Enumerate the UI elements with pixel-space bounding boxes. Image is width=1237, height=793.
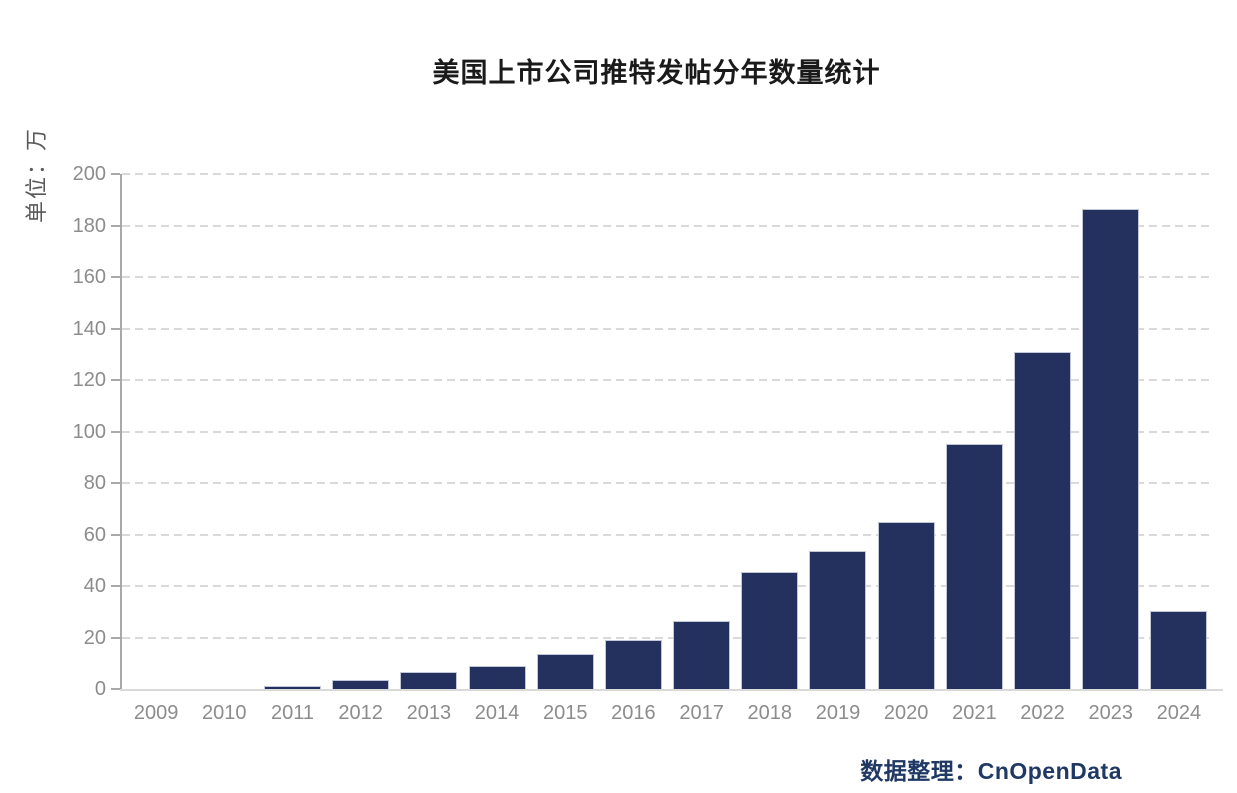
x-tick-label-2024: 2024 (1156, 702, 1202, 724)
x-axis-line (120, 689, 1223, 691)
y-tick-label-0: 0 (94, 678, 106, 700)
bar-2013 (400, 672, 458, 689)
x-tick-label-2012: 2012 (338, 702, 383, 724)
x-axis-labels: 2009 2010 2011 2012 2013 2014 2015 2016 2017 2018… (122, 700, 1213, 726)
x-tick-label-2022: 2022 (1020, 702, 1065, 724)
y-tick-label-100: 100 (72, 420, 106, 443)
bar-slot-2018 (736, 174, 804, 689)
bar-2017 (673, 620, 731, 689)
bar-slot-2015 (531, 174, 599, 689)
bar-2015 (536, 654, 594, 689)
bar-2023 (1082, 208, 1140, 689)
y-tick-label-160: 160 (72, 266, 106, 288)
gridline-180 (122, 224, 1213, 227)
x-tick-label-2009: 2009 (133, 702, 179, 724)
y-tick-mark-140 (111, 327, 120, 330)
plot-area: 0 20 40 60 80 100 120 140 160 180 200 (73, 163, 1223, 700)
gridline-80 (122, 482, 1213, 484)
y-tick-mark-160 (111, 276, 120, 278)
bar-slot-2022 (1008, 174, 1076, 689)
x-tick-label-2019: 2019 (815, 702, 861, 724)
bar-slot-2021 (940, 174, 1008, 689)
bar-slot-2011 (258, 174, 326, 689)
y-tick-label-80: 80 (83, 472, 106, 494)
bar-slot-2016 (599, 174, 667, 689)
gridline-120 (122, 379, 1213, 381)
source-credit: 数据整理：CnOpenData (860, 758, 1122, 784)
bar-2014 (468, 665, 526, 689)
x-tick-label-2010: 2010 (202, 702, 247, 724)
bar-slot-2023 (1077, 174, 1145, 689)
bar-2021 (945, 444, 1003, 689)
bar-slot-2020 (872, 174, 940, 689)
y-tick-mark-200 (111, 173, 120, 175)
gridline-20 (122, 636, 1213, 639)
y-tick-label-140: 140 (72, 317, 106, 340)
bar-slot-2013 (395, 174, 463, 689)
gridline-140 (122, 327, 1213, 330)
y-tick-label-180: 180 (72, 214, 106, 237)
gridline-60 (122, 533, 1213, 536)
bar-slot-2019 (804, 174, 872, 689)
gridline-40 (122, 585, 1213, 587)
gridline-200 (122, 173, 1213, 175)
y-tick-mark-40 (111, 585, 120, 587)
bar-slot-2014 (463, 174, 531, 689)
y-tick-label-20: 20 (83, 626, 106, 649)
bar-2024 (1150, 610, 1208, 689)
y-tick-mark-60 (111, 533, 120, 536)
chart-title: 美国上市公司推特发帖分年数量统计 (432, 58, 881, 88)
gridline-100 (122, 430, 1213, 433)
bar-2011 (263, 686, 321, 689)
x-tick-label-2023: 2023 (1088, 702, 1133, 724)
y-tick-label-200: 200 (72, 163, 106, 185)
y-tick-mark-0 (111, 688, 120, 690)
x-tick-label-2013: 2013 (406, 702, 452, 724)
x-tick-label-2017: 2017 (679, 702, 724, 724)
y-tick-label-60: 60 (83, 523, 106, 546)
bar-2020 (877, 521, 935, 689)
y-tick-mark-180 (111, 224, 120, 227)
gridline-160 (122, 276, 1213, 278)
y-tick-label-120: 120 (72, 369, 106, 391)
bar-2012 (332, 680, 390, 689)
x-tick-label-2014: 2014 (474, 702, 520, 724)
x-tick-label-2015: 2015 (542, 702, 588, 724)
y-tick-mark-120 (111, 379, 120, 381)
y-tick-mark-20 (111, 636, 120, 639)
y-tick-label-40: 40 (83, 575, 106, 597)
bar-slot-2012 (327, 174, 395, 689)
bar-slot-2024 (1145, 174, 1213, 689)
x-tick-label-2018: 2018 (747, 702, 793, 724)
bar-slot-2017 (668, 174, 736, 689)
bar-2022 (1014, 351, 1072, 689)
x-tick-label-2021: 2021 (952, 702, 997, 724)
bar-2019 (809, 551, 867, 689)
bar-slot-2010 (190, 174, 258, 689)
bar-2016 (604, 640, 662, 689)
x-tick-label-2016: 2016 (611, 702, 656, 724)
y-tick-mark-80 (111, 482, 120, 484)
x-tick-label-2011: 2011 (270, 702, 314, 724)
bar-2018 (741, 571, 799, 689)
x-tick-label-2020: 2020 (883, 702, 929, 724)
bar-slot-2009 (122, 174, 190, 689)
y-tick-mark-100 (111, 430, 120, 433)
y-axis-line (120, 174, 122, 691)
bar-series (122, 174, 1213, 689)
